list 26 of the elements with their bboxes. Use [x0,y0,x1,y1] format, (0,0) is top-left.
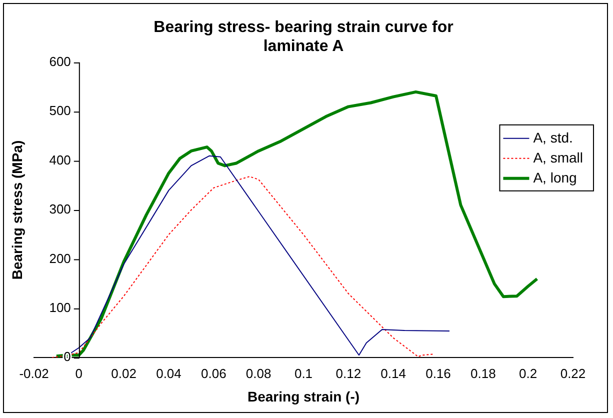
x-tick-label: 0.02 [111,366,136,381]
x-tick-label: 0.04 [156,366,182,381]
x-tick-label: -0.02 [19,366,49,381]
x-tick-label: 0.18 [470,366,496,381]
x-tick-label: 0.22 [560,366,586,381]
y-tick-label: 0 [64,349,71,364]
x-tick-label: 0.16 [426,366,451,381]
y-tick-label: 500 [49,103,71,118]
legend-label: A, std. [533,129,573,146]
x-tick-label: 0.14 [380,366,406,381]
y-tick-label: 300 [49,202,71,217]
legend-label: A, long [533,169,577,186]
x-tick-label: 0.08 [246,366,272,381]
x-tick-label: 0.06 [201,366,226,381]
x-tick-label: 0 [75,366,83,381]
y-tick-label: 200 [49,250,71,266]
x-tick-label: 0.12 [336,366,362,381]
x-tick-label: 0.1 [294,366,313,381]
y-tick-label: 100 [49,300,71,315]
y-tick-label: 400 [49,152,71,168]
x-tick-label: 0.2 [519,366,538,381]
chart-title: Bearing stress- bearing strain curve for laminate A [154,19,454,56]
x-axis-title: Bearing strain (-) [247,388,360,404]
y-axis-title: Bearing stress (MPa) [8,140,25,280]
legend-label: A, small [533,149,584,166]
y-tick-label: 600 [49,54,71,69]
